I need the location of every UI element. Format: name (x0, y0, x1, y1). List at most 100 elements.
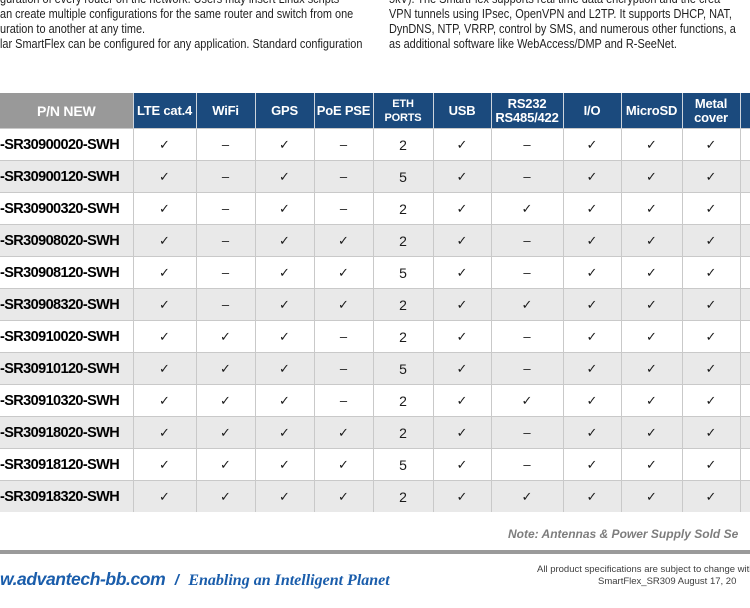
partial-cell (740, 160, 750, 193)
footer-separator: / (174, 572, 179, 589)
feature-cell: ✓ (314, 288, 374, 321)
pn-cell: -SR30900020-SWH (0, 128, 134, 161)
feature-cell: ✓ (682, 352, 741, 385)
partial-cell (740, 192, 750, 225)
pn-cell: -SR30910020-SWH (0, 320, 134, 353)
partial-cell (740, 256, 750, 289)
feature-cell: – (314, 320, 374, 353)
partial-cell (740, 384, 750, 417)
table-row: -SR30908320-SWH ✓ – ✓ ✓ 2 ✓ ✓ ✓ ✓ ✓ (0, 288, 750, 321)
note-text: Note: Antennas & Power Supply Sold Se (508, 527, 739, 541)
pn-cell: -SR30918320-SWH (0, 480, 134, 512)
feature-cell: ✓ (255, 384, 315, 417)
intro-text-line: 5kV). The SmartFlex supports real time d… (389, 0, 742, 6)
feature-cell: 2 (373, 288, 434, 321)
feature-cell: ✓ (314, 224, 374, 257)
feature-cell: ✓ (682, 384, 741, 417)
feature-cell: ✓ (491, 480, 564, 512)
feature-cell: ✓ (314, 480, 374, 512)
partial-cell (740, 128, 750, 161)
pn-cell: -SR30910320-SWH (0, 384, 134, 417)
header-usb: USB (433, 93, 492, 129)
table-row: -SR30908020-SWH ✓ – ✓ ✓ 2 ✓ – ✓ ✓ ✓ (0, 224, 750, 257)
footer-branding: w.advantech-bb.com / Enabling an Intelli… (0, 569, 390, 590)
feature-cell: – (491, 224, 564, 257)
feature-cell: ✓ (255, 448, 315, 481)
intro-text-line: lar SmartFlex can be configured for any … (0, 36, 363, 51)
table-row: -SR30918120-SWH ✓ ✓ ✓ ✓ 5 ✓ – ✓ ✓ ✓ (0, 448, 750, 481)
feature-cell: ✓ (563, 256, 622, 289)
feature-cell: ✓ (196, 320, 256, 353)
feature-cell: 2 (373, 384, 434, 417)
intro-text-line: guration of every router on the network.… (0, 0, 339, 6)
table-row: -SR30900120-SWH ✓ – ✓ –5 ✓ – ✓ ✓ ✓ (0, 160, 750, 193)
feature-cell: ✓ (433, 384, 492, 417)
intro-right-column: 5kV). The SmartFlex supports real time d… (389, 0, 750, 51)
feature-cell: ✓ (196, 448, 256, 481)
feature-cell: 2 (373, 480, 434, 512)
feature-cell: ✓ (621, 480, 683, 512)
feature-cell: – (491, 320, 564, 353)
feature-cell: ✓ (255, 128, 315, 161)
feature-cell: ✓ (133, 352, 197, 385)
product-table: P/N NEW LTE cat.4 WiFi GPS PoE PSE ETH PORTS U… (0, 93, 750, 512)
feature-cell: ✓ (563, 352, 622, 385)
footer-disclaimer: All product specifications are subject t… (537, 564, 750, 587)
feature-cell: ✓ (196, 480, 256, 512)
feature-cell: 2 (373, 192, 434, 225)
header-gps: GPS (255, 93, 315, 129)
disclaimer-line: All product specifications are subject t… (537, 564, 750, 575)
feature-cell: ✓ (563, 480, 622, 512)
feature-cell: ✓ (621, 384, 683, 417)
feature-cell: 2 (373, 416, 434, 449)
header-blank (740, 93, 750, 129)
feature-cell: ✓ (133, 160, 197, 193)
feature-cell: ✓ (196, 416, 256, 449)
table-row: -SR30910120-SWH ✓ ✓ ✓ –5 ✓ – ✓ ✓ ✓ (0, 352, 750, 385)
table-header-row: P/N NEW LTE cat.4 WiFi GPS PoE PSE ETH PORTS U… (0, 93, 750, 129)
feature-cell: ✓ (682, 416, 741, 449)
feature-cell: 5 (373, 352, 434, 385)
table-row: -SR30918320-SWH ✓ ✓ ✓ ✓ 2 ✓ ✓ ✓ ✓ ✓ (0, 480, 750, 512)
table-row: -SR30908120-SWH ✓ – ✓ ✓ 5 ✓ – ✓ ✓ ✓ (0, 256, 750, 289)
feature-cell: – (491, 256, 564, 289)
feature-cell: ✓ (491, 192, 564, 225)
header-poe-pse: PoE PSE (314, 93, 374, 129)
partial-cell (740, 416, 750, 449)
footer-tagline: Enabling an Intelligent Planet (188, 572, 390, 589)
feature-cell: – (314, 128, 374, 161)
feature-cell: 2 (373, 128, 434, 161)
feature-cell: ✓ (196, 352, 256, 385)
table-row: -SR30918020-SWH ✓ ✓ ✓ ✓ 2 ✓ – ✓ ✓ ✓ (0, 416, 750, 449)
table-row: -SR30910020-SWH ✓ ✓ ✓ –2 ✓ – ✓ ✓ ✓ (0, 320, 750, 353)
feature-cell: ✓ (682, 480, 741, 512)
intro-text-line: VPN tunnels using IPsec, OpenVPN and L2T… (389, 6, 732, 21)
feature-cell: ✓ (621, 352, 683, 385)
feature-cell: ✓ (133, 128, 197, 161)
feature-cell: ✓ (433, 320, 492, 353)
table-row: -SR30900320-SWH ✓ – ✓ –2 ✓ ✓ ✓ ✓ ✓ (0, 192, 750, 225)
feature-cell: ✓ (433, 160, 492, 193)
feature-cell: ✓ (314, 448, 374, 481)
feature-cell: ✓ (133, 384, 197, 417)
feature-cell: ✓ (433, 480, 492, 512)
feature-cell: ✓ (255, 160, 315, 193)
feature-cell: ✓ (621, 192, 683, 225)
header-wifi: WiFi (196, 93, 256, 129)
feature-cell: ✓ (255, 288, 315, 321)
feature-cell: ✓ (563, 288, 622, 321)
feature-cell: – (196, 256, 256, 289)
pn-cell: -SR30910120-SWH (0, 352, 134, 385)
feature-cell: ✓ (682, 256, 741, 289)
feature-cell: – (491, 352, 564, 385)
feature-cell: – (491, 128, 564, 161)
feature-cell: 5 (373, 448, 434, 481)
website-link[interactable]: w.advantech-bb.com (0, 569, 166, 589)
table-row: -SR30900020-SWH ✓ – ✓ –2 ✓ – ✓ ✓ ✓ (0, 128, 750, 161)
feature-cell: ✓ (621, 288, 683, 321)
feature-cell: – (196, 192, 256, 225)
doc-version-line: SmartFlex_SR309 August 17, 20 (598, 575, 737, 587)
header-eth-ports: ETH PORTS (373, 93, 434, 129)
feature-cell: ✓ (563, 128, 622, 161)
